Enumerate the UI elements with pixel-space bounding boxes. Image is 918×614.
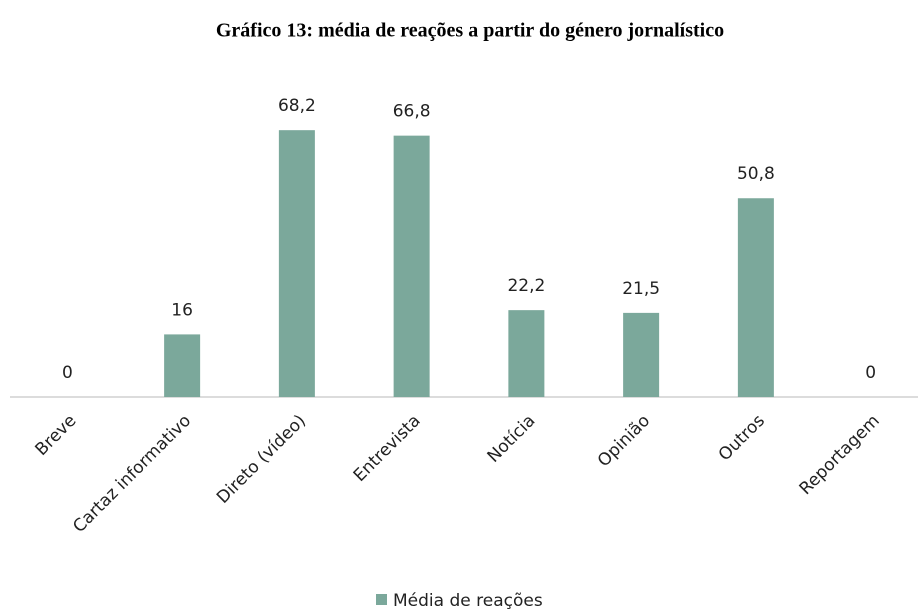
data-label: 21,5	[622, 279, 660, 299]
bar	[278, 130, 315, 398]
bar	[393, 135, 430, 397]
x-tick-label: Cartaz informativo	[69, 411, 195, 537]
bar	[164, 334, 201, 397]
data-label: 66,8	[393, 102, 431, 122]
x-tick-label: Reportagem	[796, 411, 884, 499]
x-tick-label: Notícia	[484, 411, 540, 467]
legend-label: Média de reações	[393, 591, 543, 611]
x-tick-label: Direto (vídeo)	[213, 411, 310, 508]
data-label: 0	[865, 363, 876, 383]
data-label: 16	[171, 300, 193, 320]
bar	[623, 312, 660, 397]
data-label: 50,8	[737, 164, 775, 184]
bar	[508, 310, 545, 397]
x-tick-label: Outros	[715, 411, 769, 465]
data-label: 22,2	[507, 276, 545, 296]
data-label: 0	[62, 363, 73, 383]
chart-title: Gráfico 13: média de reações a partir do…	[216, 20, 724, 42]
data-label: 68,2	[278, 96, 316, 116]
x-tick-label: Breve	[31, 411, 80, 460]
x-tick-label: Entrevista	[350, 411, 425, 486]
x-tick-label: Opinião	[594, 411, 654, 471]
legend-swatch	[376, 594, 387, 605]
bar	[737, 198, 774, 397]
